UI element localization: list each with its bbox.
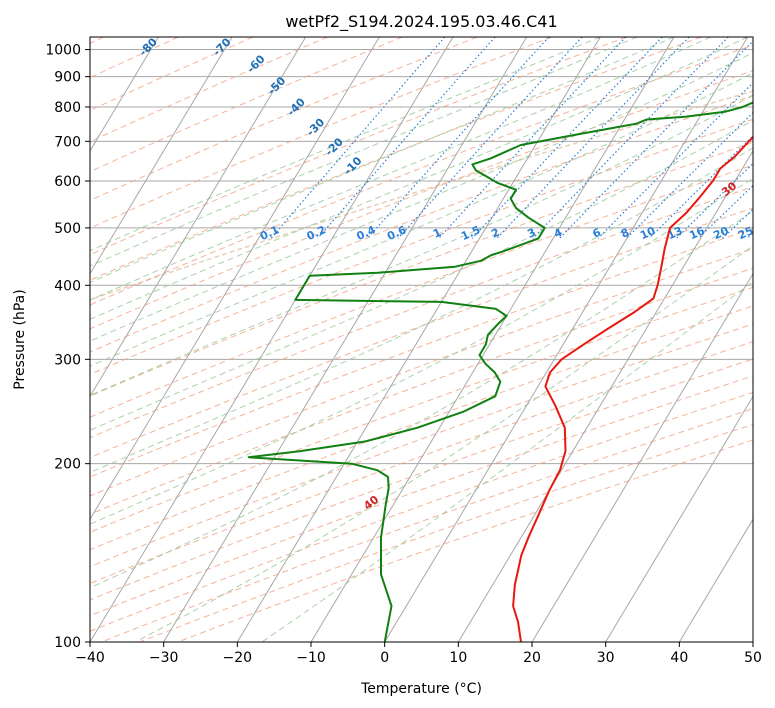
moist-adiabat-line — [90, 147, 753, 474]
moist-adiabat-line — [90, 37, 748, 320]
moist-adiabat-line — [90, 52, 753, 342]
dry-adiabat-line — [90, 44, 753, 306]
y-tick-label: 200 — [54, 457, 81, 473]
y-axis-label: Pressure (hPa) — [12, 289, 28, 389]
mixing-ratio-label: 20 — [711, 224, 731, 242]
moist-adiabat-line — [134, 245, 753, 642]
y-tick-label: 600 — [54, 174, 81, 190]
isotherm-line — [90, 37, 159, 152]
dry-adiabat-line — [90, 94, 753, 353]
dry-adiabat-line — [90, 37, 552, 229]
plot-area: 0.10.20.40.611.52346810131620253036-100-… — [90, 27, 755, 642]
dry-adiabat-line — [90, 391, 753, 632]
dry-adiabat-line — [90, 37, 328, 143]
isotherm-line — [457, 149, 753, 642]
mixing-ratio-line — [367, 37, 550, 239]
isotherm-line — [90, 37, 233, 275]
moist-adiabat-label: 0 — [739, 27, 753, 42]
dry-adiabat-line — [90, 341, 753, 584]
x-axis-label: Temperature (°C) — [360, 681, 482, 697]
dry-adiabat-line — [90, 207, 753, 459]
moist-adiabat-line — [90, 210, 753, 589]
dry-adiabats — [90, 37, 753, 642]
moist-adiabat-line — [261, 280, 753, 642]
mixing-ratio-label: 16 — [687, 224, 707, 242]
x-tick-label: −20 — [223, 650, 253, 666]
y-tick-label: 400 — [54, 278, 81, 294]
temperature-profile — [512, 135, 753, 642]
dry-adiabat-line — [90, 37, 478, 201]
isotherm-line — [605, 395, 753, 642]
x-axis-ticks: −40 −30 −20 −10 0 10 20 30 40 50 — [75, 642, 762, 666]
isotherm-line — [90, 37, 454, 642]
moist-adiabat-line — [90, 119, 753, 431]
isobar-gridlines — [90, 49, 753, 642]
dry-adiabat-line — [90, 323, 753, 568]
isotherm-line — [531, 272, 753, 642]
isotherm-line — [236, 37, 601, 642]
y-tick-label: 100 — [54, 635, 81, 651]
mixing-ratio-line — [496, 37, 690, 239]
plot-frame — [89, 36, 754, 643]
mixing-ratio-line — [270, 37, 446, 239]
isotherm-line — [90, 37, 380, 521]
mixing-ratio-line — [532, 37, 729, 239]
dry-adiabat-line — [90, 286, 753, 533]
mixing-ratio-line — [317, 37, 496, 239]
x-tick-label: 50 — [744, 650, 762, 666]
isotherm-gridlines — [90, 37, 753, 642]
dry-adiabat-line — [90, 375, 753, 617]
mixing-ratio-line — [397, 37, 583, 239]
isotherm-line — [310, 37, 675, 642]
x-tick-label: 10 — [449, 650, 467, 666]
dry-adiabat-line — [90, 118, 753, 375]
isotherm-line — [678, 518, 753, 642]
moist-adiabat-line — [90, 177, 753, 525]
y-tick-label: 300 — [54, 352, 81, 368]
isotherm-line — [163, 37, 528, 642]
mixing-ratio-line — [438, 37, 627, 239]
sounding-profiles — [247, 101, 753, 642]
mixing-ratio-label: 10 — [638, 224, 658, 242]
dry-adiabat-line — [90, 358, 753, 601]
dry-adiabat-line — [90, 70, 753, 330]
y-tick-label: 700 — [54, 134, 81, 150]
x-tick-label: −10 — [296, 650, 326, 666]
dewpoint-profile — [247, 101, 753, 642]
y-tick-label: 800 — [54, 100, 81, 116]
y-axis-ticks: 100 200 300 400 500 600 700 800 900 1000 — [45, 43, 90, 651]
isotherm-line — [384, 37, 749, 642]
moist-adiabat-line — [90, 37, 712, 301]
dry-adiabat-line — [90, 267, 753, 515]
dry-adiabat-line — [90, 228, 753, 478]
x-tick-label: 30 — [597, 650, 615, 666]
dry-adiabat-line — [90, 164, 753, 418]
x-tick-label: 40 — [670, 650, 688, 666]
y-tick-label: 500 — [54, 221, 81, 237]
moist-adiabats — [90, 37, 753, 642]
chart-title: wetPf2_S194.2024.195.03.46.C41 — [285, 12, 557, 32]
dry-adiabat-line — [90, 186, 753, 439]
dry-adiabat-line — [90, 141, 753, 397]
x-tick-label: −30 — [149, 650, 179, 666]
y-tick-label: 900 — [54, 70, 81, 86]
moist-adiabat-line — [90, 94, 753, 396]
dry-adiabat-line — [101, 408, 753, 642]
mixing-ratio-label: 25 — [736, 224, 755, 242]
moist-adiabat-line — [90, 37, 675, 284]
y-tick-label: 1000 — [45, 43, 81, 59]
x-tick-label: 20 — [523, 650, 541, 666]
x-tick-label: −40 — [75, 650, 105, 666]
dry-adiabat-line — [90, 305, 753, 551]
isotherm-line — [90, 37, 307, 398]
x-tick-label: 0 — [380, 650, 389, 666]
